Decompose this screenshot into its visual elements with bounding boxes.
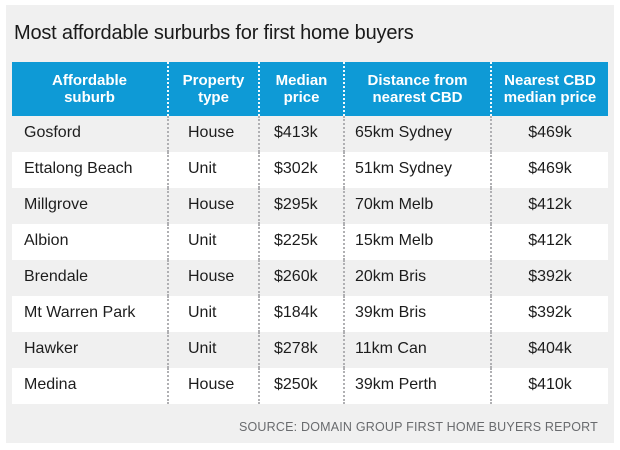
table-cell: $412k xyxy=(490,224,608,260)
table-cell: $302k xyxy=(258,152,343,188)
table-cell: 70km Melb xyxy=(343,188,490,224)
table-cell: $469k xyxy=(490,152,608,188)
table-row: Millgrove House $295k 70km Melb $412k xyxy=(12,188,608,224)
table-cell: Brendale xyxy=(24,268,89,285)
chart-title: Most affordable surburbs for first home … xyxy=(14,22,414,45)
table-cell: Medina xyxy=(24,376,77,393)
table-cell: $392k xyxy=(490,296,608,332)
table-cell: $278k xyxy=(258,332,343,368)
table-header-row: Affordable suburb Property type Median pri… xyxy=(12,62,608,116)
column-header: Distance from nearest CBD xyxy=(343,62,490,116)
table-cell: $412k xyxy=(490,188,608,224)
table-cell: 11km Can xyxy=(343,332,490,368)
table-cell: Ettalong Beach xyxy=(24,160,133,177)
table-cell: House xyxy=(167,368,258,404)
table-cell: Unit xyxy=(167,296,258,332)
table-cell: $295k xyxy=(258,188,343,224)
table-cell: $184k xyxy=(258,296,343,332)
column-header: Affordable suburb xyxy=(52,71,127,106)
table-cell: $404k xyxy=(490,332,608,368)
table-cell: 39km Bris xyxy=(343,296,490,332)
table-cell: Unit xyxy=(167,332,258,368)
table-cell: 20km Bris xyxy=(343,260,490,296)
table-cell: Mt Warren Park xyxy=(24,304,136,321)
table-cell: $410k xyxy=(490,368,608,404)
table-cell: 51km Sydney xyxy=(343,152,490,188)
table-cell: $392k xyxy=(490,260,608,296)
table-cell: Unit xyxy=(167,224,258,260)
table-cell: Unit xyxy=(167,152,258,188)
column-header: Nearest CBD median price xyxy=(490,62,608,116)
table-row: Albion Unit $225k 15km Melb $412k xyxy=(12,224,608,260)
table-row: Medina House $250k 39km Perth $410k xyxy=(12,368,608,404)
table-cell: 15km Melb xyxy=(343,224,490,260)
table-row: Ettalong Beach Unit $302k 51km Sydney $469k xyxy=(12,152,608,188)
table-cell: 39km Perth xyxy=(343,368,490,404)
table-cell: Gosford xyxy=(24,124,81,141)
table-cell: $413k xyxy=(258,116,343,152)
affordability-table: Affordable suburb Property type Median pri… xyxy=(12,62,608,404)
source-note: SOURCE: DOMAIN GROUP FIRST HOME BUYERS R… xyxy=(238,420,598,434)
table-cell: $469k xyxy=(490,116,608,152)
table-cell: Millgrove xyxy=(24,196,89,213)
table-row: Gosford House $413k 65km Sydney $469k xyxy=(12,116,608,152)
table-row: Brendale House $260k 20km Bris $392k xyxy=(12,260,608,296)
table-cell: Albion xyxy=(24,232,69,249)
table-row: Hawker Unit $278k 11km Can $404k xyxy=(12,332,608,368)
table-cell: House xyxy=(167,260,258,296)
table-body: Gosford House $413k 65km Sydney $469k Ettalon… xyxy=(12,116,608,404)
table-cell: 65km Sydney xyxy=(343,116,490,152)
table-cell: Hawker xyxy=(24,340,79,357)
table-cell: $250k xyxy=(258,368,343,404)
table-row: Mt Warren Park Unit $184k 39km Bris $392k xyxy=(12,296,608,332)
table-cell: $260k xyxy=(258,260,343,296)
column-header: Property type xyxy=(167,62,258,116)
column-header: Median price xyxy=(258,62,343,116)
table-cell: $225k xyxy=(258,224,343,260)
table-cell: House xyxy=(167,188,258,224)
table-cell: House xyxy=(167,116,258,152)
